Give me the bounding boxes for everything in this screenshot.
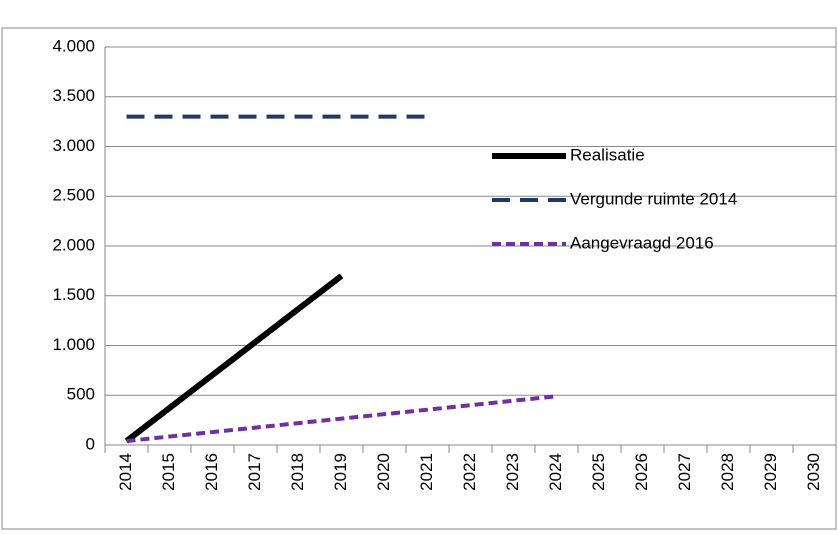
line-series <box>124 273 344 444</box>
x-tick-label: 2019 <box>331 453 350 491</box>
x-tick-label: 2015 <box>159 453 178 491</box>
x-tick-label: 2016 <box>202 453 221 491</box>
x-tick-label: 2024 <box>546 453 565 491</box>
x-tick-label: 2030 <box>804 453 823 491</box>
x-tick-label: 2022 <box>460 453 479 491</box>
y-tick-label: 2.000 <box>52 235 95 254</box>
legend-label: Aangevraagd 2016 <box>570 233 714 252</box>
line-series <box>126 394 557 444</box>
chart-frame <box>1 27 837 530</box>
legend-label: Vergunde ruimte 2014 <box>570 189 737 208</box>
x-tick-label: 2029 <box>761 453 780 491</box>
x-tick-label: 2021 <box>417 453 436 491</box>
legend-label: Realisatie <box>570 145 645 164</box>
x-tick-label: 2025 <box>589 453 608 491</box>
y-tick-label: 2.500 <box>52 186 95 205</box>
x-tick-label: 2026 <box>632 453 651 491</box>
y-tick-label: 3.500 <box>52 86 95 105</box>
y-tick-label: 500 <box>67 385 95 404</box>
y-tick-label: 4.000 <box>52 36 95 55</box>
x-tick-label: 2018 <box>288 453 307 491</box>
y-tick-label: 1.000 <box>52 335 95 354</box>
x-tick-label: 2014 <box>116 453 135 491</box>
x-tick-label: 2023 <box>503 453 522 491</box>
x-tick-label: 2027 <box>675 453 694 491</box>
x-tick-label: 2017 <box>245 453 264 491</box>
y-tick-label: 3.000 <box>52 136 95 155</box>
x-tick-label: 2020 <box>374 453 393 491</box>
x-tick-label: 2028 <box>718 453 737 491</box>
y-tick-label: 1.500 <box>52 285 95 304</box>
y-tick-label: 0 <box>86 434 95 453</box>
